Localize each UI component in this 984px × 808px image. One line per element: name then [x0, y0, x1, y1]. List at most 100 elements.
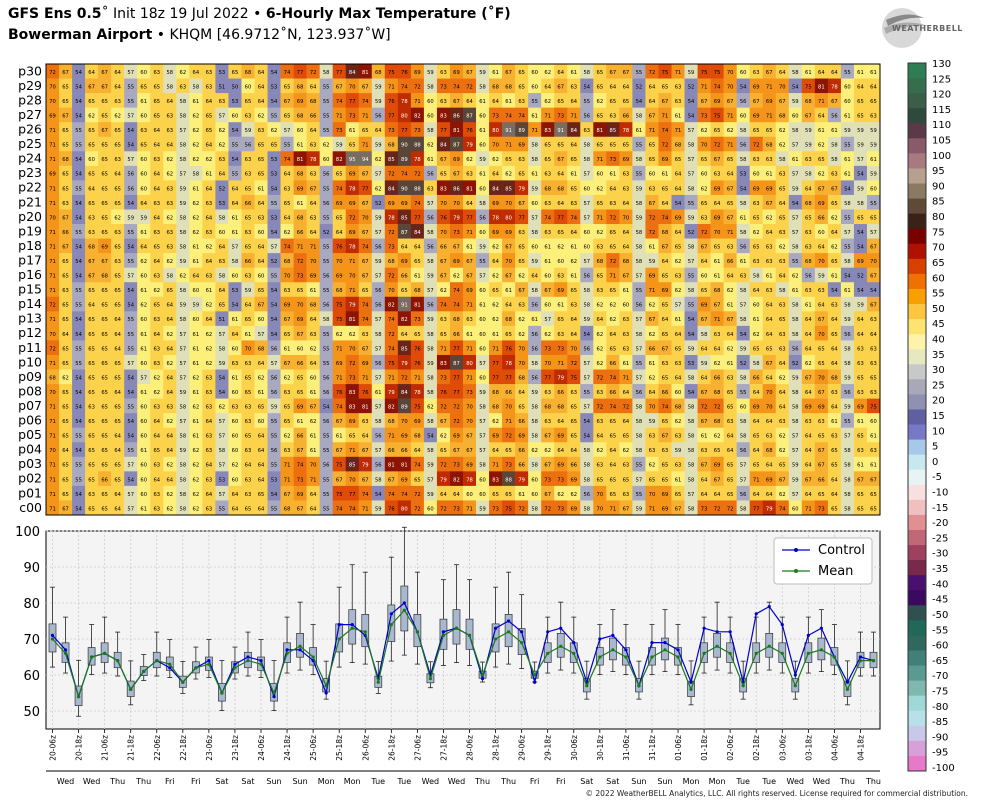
heat-cell-value: 56 [740, 244, 747, 250]
heat-cell [866, 194, 881, 210]
control-point [715, 630, 719, 634]
heat-cell [476, 282, 490, 298]
heat-cell-value: 54 [127, 419, 134, 425]
heat-cell [567, 180, 581, 196]
heat-cell-value: 63 [166, 114, 173, 120]
row-label-p14: p14 [18, 296, 42, 311]
heat-cell-value: 78 [414, 390, 421, 396]
heat-cell [775, 209, 790, 225]
day-label: Thu [500, 777, 516, 786]
heat-cell-value: 73 [557, 506, 564, 512]
heat-cell [46, 296, 60, 312]
heat-cell-value: 64 [649, 99, 656, 105]
heat-cell-value: 63 [245, 230, 252, 236]
heat-cell-value: 62 [440, 288, 447, 294]
heat-cell [723, 64, 737, 79]
heat-cell [619, 93, 633, 108]
heat-cell-value: 60 [140, 434, 147, 440]
heat-cell-value: 65 [245, 99, 252, 105]
heat-cell-value: 68 [297, 84, 304, 90]
chart-title: GFS Ens 0.5˚ Init 18z 19 Jul 2022 • 6-Ho… [8, 6, 511, 22]
heat-cell-value: 65 [245, 244, 252, 250]
control-point [858, 655, 863, 659]
heat-cell [176, 165, 190, 181]
heat-cell-value: 71 [336, 114, 343, 120]
heat-cell-value: 68 [297, 114, 304, 120]
heat-cell-value: 64 [597, 317, 604, 323]
heat-cell [515, 93, 529, 108]
heat-cell [749, 180, 764, 196]
heat-cell-value: 58 [831, 143, 838, 149]
heat-cell-value: 63 [153, 346, 160, 352]
mean-point [767, 644, 771, 648]
heat-cell-value: 64 [114, 172, 121, 178]
heat-cell-value: 89 [401, 405, 408, 411]
heat-cell [645, 253, 659, 268]
day-label: Sat [241, 777, 254, 786]
heat-cell-value: 65 [62, 274, 69, 280]
heat-cell-value: 63 [753, 157, 760, 163]
heat-cell [163, 122, 177, 138]
heat-cell-value: 59 [479, 506, 486, 512]
heat-cell-value: 64 [714, 201, 721, 207]
heat-cell [567, 107, 581, 123]
heat-cell-value: 65 [623, 143, 630, 149]
heat-cell-value: 65 [440, 172, 447, 178]
heat-cell-value: 67 [88, 84, 95, 90]
heat-cell [280, 209, 294, 225]
heat-cell-value: 67 [466, 70, 473, 76]
heat-cell [306, 64, 320, 79]
heat-cell [137, 64, 151, 79]
heat-cell-value: 54 [127, 201, 134, 207]
heat-cell-value: 65 [779, 186, 786, 192]
heat-cell-value: 56 [323, 390, 330, 396]
heat-cell [254, 224, 268, 239]
heat-cell-value: 65 [857, 215, 864, 221]
heat-cell [306, 209, 320, 225]
heat-cell-value: 59 [427, 361, 434, 367]
heat-cell [788, 151, 803, 167]
heat-cell-value: 61 [140, 506, 147, 512]
heat-cell [241, 267, 255, 283]
heat-cell-value: 62 [818, 143, 825, 149]
day-label: Mon [344, 777, 361, 786]
heat-cell-value: 54 [688, 317, 695, 323]
heat-cell [202, 180, 216, 196]
heat-cell-value: 71 [414, 375, 421, 381]
heat-cell-value: 58 [479, 463, 486, 469]
colorbar: 1301251201151101051009590858075706560555… [907, 59, 955, 774]
heat-cell-value: 65 [610, 477, 617, 483]
heat-cell-value: 64 [258, 448, 265, 454]
heat-cell [124, 151, 138, 167]
mean-point [415, 630, 419, 634]
heat-cell [762, 136, 777, 152]
heat-cell-value: 61 [258, 390, 265, 396]
heat-cell [150, 122, 164, 138]
heat-cell-value: 73 [453, 463, 460, 469]
heat-cell-value: 64 [831, 230, 838, 236]
heat-cell-value: 62 [649, 463, 656, 469]
heat-cell [476, 78, 490, 94]
heat-cell-value: 58 [792, 390, 799, 396]
heat-cell-value: 65 [88, 288, 95, 294]
heat-cell-value: 63 [623, 346, 630, 352]
heat-cell-value: 67 [831, 99, 838, 105]
heat-cell-value: 61 [662, 172, 669, 178]
heat-cell-value: 64 [206, 186, 213, 192]
heat-cell [267, 282, 281, 298]
heat-cell [228, 93, 242, 108]
heat-cell [619, 224, 633, 239]
heat-cell-value: 65 [779, 463, 786, 469]
heat-cell-value: 71 [49, 274, 56, 280]
heat-cell-value: 60 [623, 303, 630, 309]
heat-cell-value: 62 [206, 244, 213, 250]
heat-cell-value: 55 [323, 244, 330, 250]
heat-cell-value: 70 [401, 419, 408, 425]
heat-cell [671, 180, 685, 196]
row-label-p21: p21 [18, 194, 42, 209]
heat-cell-value: 65 [831, 259, 838, 265]
heat-cell-value: 58 [531, 230, 538, 236]
heat-cell-value: 71 [49, 244, 56, 250]
heat-cell-value: 65 [518, 172, 525, 178]
heat-cell-value: 65 [88, 201, 95, 207]
